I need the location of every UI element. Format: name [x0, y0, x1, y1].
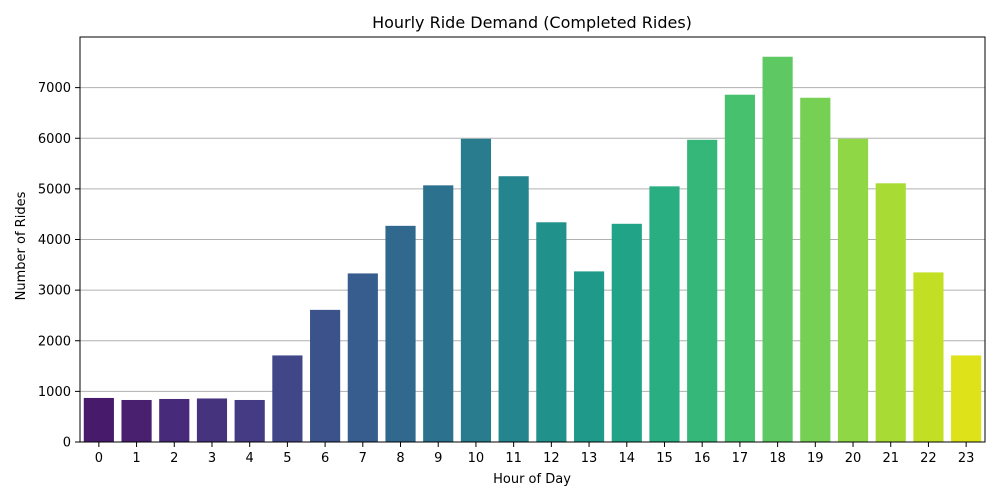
y-tick-label: 5000 — [38, 182, 71, 197]
bars — [83, 56, 982, 443]
bar-hour-17 — [724, 94, 755, 443]
x-tick-label: 17 — [732, 451, 749, 466]
x-tick-label: 20 — [845, 451, 862, 466]
x-tick-label: 19 — [807, 451, 824, 466]
bar-hour-9 — [423, 185, 454, 443]
axes — [75, 36, 986, 447]
bar-hour-23 — [951, 355, 982, 442]
x-tick-label: 4 — [246, 451, 254, 466]
bar-hour-19 — [800, 97, 831, 442]
x-tick-label: 21 — [882, 451, 899, 466]
x-tick-label: 15 — [656, 451, 673, 466]
chart-title: Hourly Ride Demand (Completed Rides) — [372, 13, 692, 32]
x-tick-label: 2 — [170, 451, 178, 466]
x-tick-label: 10 — [468, 451, 485, 466]
bar-hour-13 — [573, 271, 605, 442]
x-tick-label: 3 — [208, 451, 216, 466]
bar-hour-5 — [272, 355, 303, 442]
bar-hour-8 — [385, 225, 416, 442]
bar-hour-21 — [875, 183, 906, 442]
x-tick-label: 5 — [283, 451, 291, 466]
x-tick-label: 14 — [618, 451, 635, 466]
bar-hour-14 — [611, 223, 642, 442]
bar-hour-1 — [121, 399, 152, 442]
plot-frame — [79, 36, 986, 443]
bar-hour-12 — [536, 222, 567, 442]
x-tick-label: 8 — [396, 451, 404, 466]
x-tick-label: 23 — [958, 451, 975, 466]
x-tick-label: 7 — [359, 451, 367, 466]
x-tick-label: 11 — [505, 451, 522, 466]
y-tick-label: 4000 — [38, 233, 71, 248]
y-axis-title: Number of Rides — [14, 191, 29, 300]
x-tick-label: 6 — [321, 451, 329, 466]
bar-hour-20 — [837, 138, 869, 442]
y-tick-label: 1000 — [38, 385, 71, 400]
bar-hour-10 — [460, 138, 492, 442]
gridlines — [80, 87, 985, 443]
y-tick-label: 7000 — [38, 81, 71, 96]
x-tick-label: 18 — [769, 451, 786, 466]
bar-hour-7 — [347, 273, 378, 442]
bar-hour-16 — [687, 139, 718, 443]
bar-hour-3 — [196, 398, 228, 442]
x-tick-label: 13 — [581, 451, 598, 466]
bar-hour-2 — [159, 398, 190, 442]
y-tick-label: 2000 — [38, 334, 71, 349]
x-tick-label: 12 — [543, 451, 560, 466]
bar-hour-11 — [498, 176, 529, 442]
x-tick-label: 16 — [694, 451, 711, 466]
y-tick-label: 0 — [63, 436, 71, 451]
x-tick-label: 9 — [434, 451, 442, 466]
x-tick-label: 22 — [920, 451, 937, 466]
bar-hour-22 — [913, 272, 944, 442]
y-tick-label: 3000 — [38, 284, 71, 299]
x-tick-label: 1 — [132, 451, 140, 466]
x-tick-label: 0 — [95, 451, 103, 466]
bar-hour-6 — [310, 309, 341, 442]
x-axis-title: Hour of Day — [493, 472, 571, 487]
bar-hour-18 — [762, 56, 793, 443]
bar-hour-0 — [83, 397, 114, 442]
bar-hour-4 — [234, 399, 265, 442]
bar-hour-15 — [649, 186, 680, 442]
y-tick-label: 6000 — [38, 132, 71, 147]
